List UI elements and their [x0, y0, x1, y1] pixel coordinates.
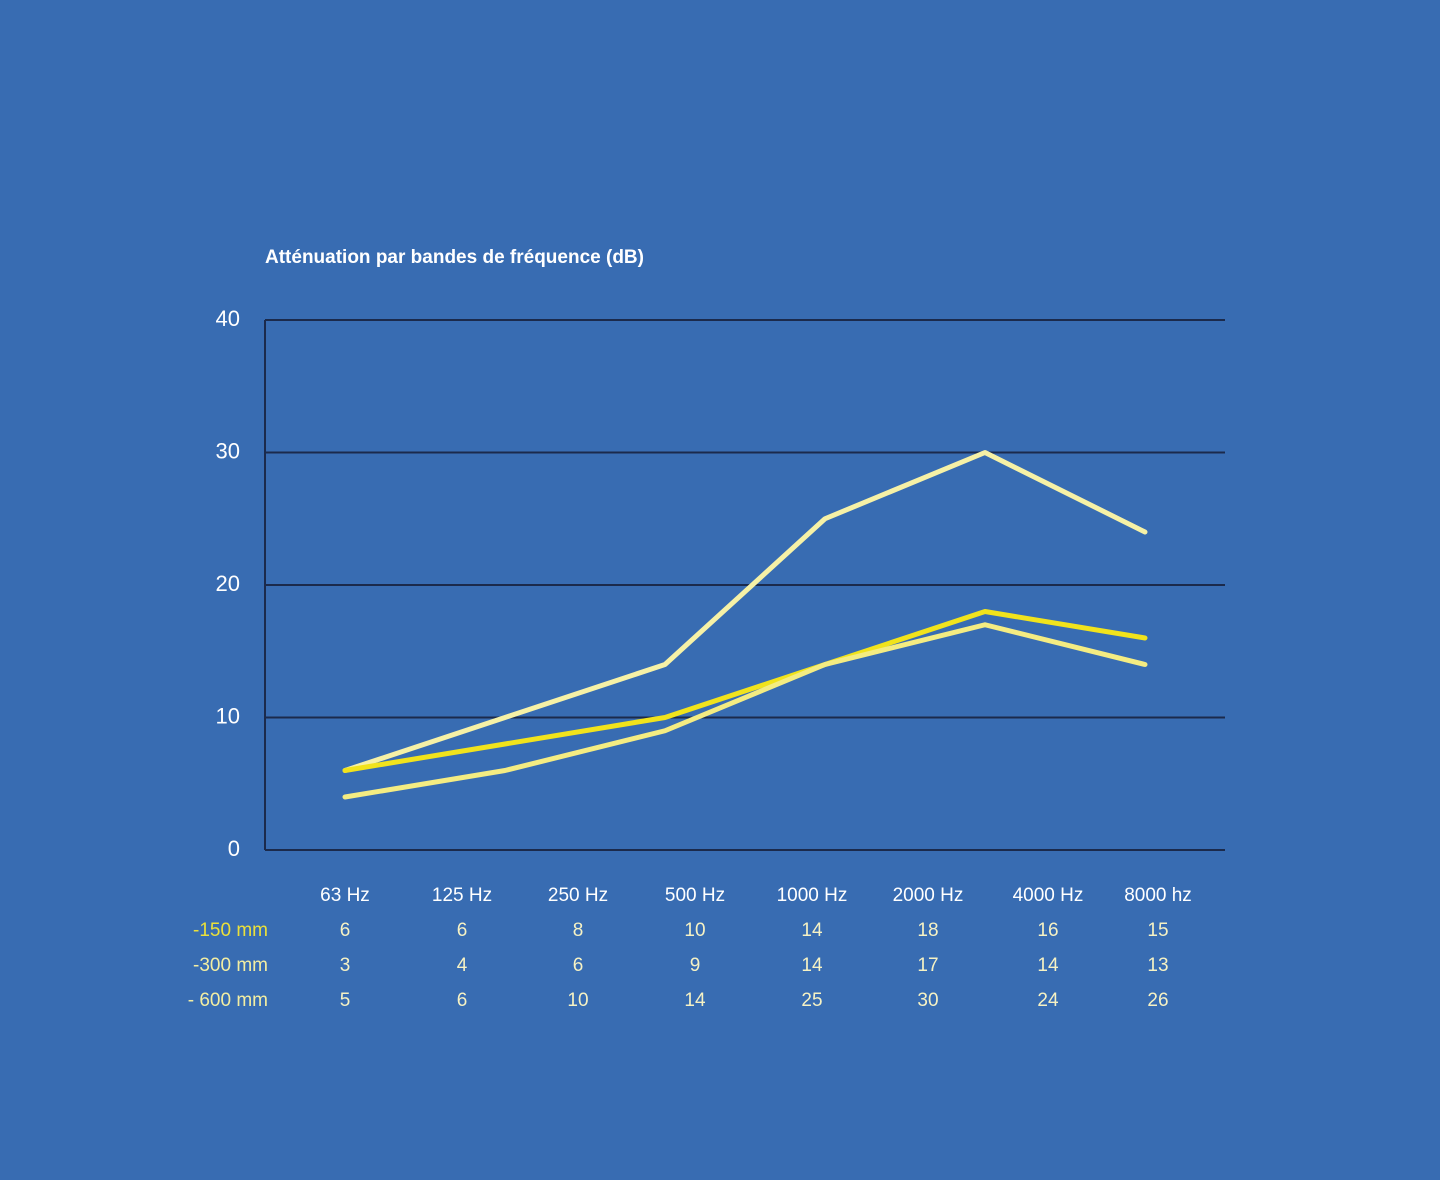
table-header: 500 Hz — [665, 885, 725, 906]
table-cell: 3 — [340, 955, 351, 976]
table-cell: 14 — [801, 955, 823, 976]
table-cell: 6 — [457, 920, 468, 941]
table-cell: 5 — [340, 990, 351, 1011]
table-cell: 9 — [690, 955, 701, 976]
table-cell: 25 — [801, 990, 822, 1011]
table-cell: 14 — [684, 990, 706, 1011]
table-cell: 8 — [573, 920, 584, 941]
table-header: 250 Hz — [548, 885, 608, 906]
table-cell: 26 — [1147, 990, 1168, 1011]
table-cell: 24 — [1037, 990, 1059, 1011]
row-label: -150 mm — [193, 920, 268, 941]
row-label: -300 mm — [193, 955, 268, 976]
table-cell: 10 — [684, 920, 705, 941]
table-cell: 30 — [917, 990, 938, 1011]
y-tick-label: 30 — [216, 438, 240, 463]
table-cell: 16 — [1037, 920, 1058, 941]
series-line — [342, 609, 1148, 773]
table-cell: 14 — [801, 920, 823, 941]
table-cell: 4 — [457, 955, 468, 976]
table-cell: 18 — [917, 920, 938, 941]
table-cell: 14 — [1037, 955, 1059, 976]
table-header: 2000 Hz — [893, 885, 964, 906]
chart-title: Atténuation par bandes de fréquence (dB) — [265, 247, 644, 268]
table-header: 8000 hz — [1124, 885, 1192, 906]
table-cell: 6 — [457, 990, 468, 1011]
table-cell: 6 — [340, 920, 351, 941]
y-tick-label: 20 — [216, 571, 240, 596]
table-cell: 13 — [1147, 955, 1168, 976]
y-tick-label: 10 — [216, 703, 240, 728]
table-cell: 10 — [567, 990, 588, 1011]
table-cell: 17 — [917, 955, 938, 976]
table-header: 125 Hz — [432, 885, 492, 906]
series-line — [342, 450, 1148, 773]
table-header: 1000 Hz — [777, 885, 848, 906]
table-cell: 6 — [573, 955, 584, 976]
y-tick-label: 0 — [228, 836, 240, 861]
y-tick-label: 40 — [216, 306, 240, 331]
table-cell: 15 — [1147, 920, 1168, 941]
table-header: 4000 Hz — [1013, 885, 1084, 906]
table-header: 63 Hz — [320, 885, 370, 906]
series-line — [342, 622, 1148, 800]
row-label: - 600 mm — [188, 990, 268, 1011]
